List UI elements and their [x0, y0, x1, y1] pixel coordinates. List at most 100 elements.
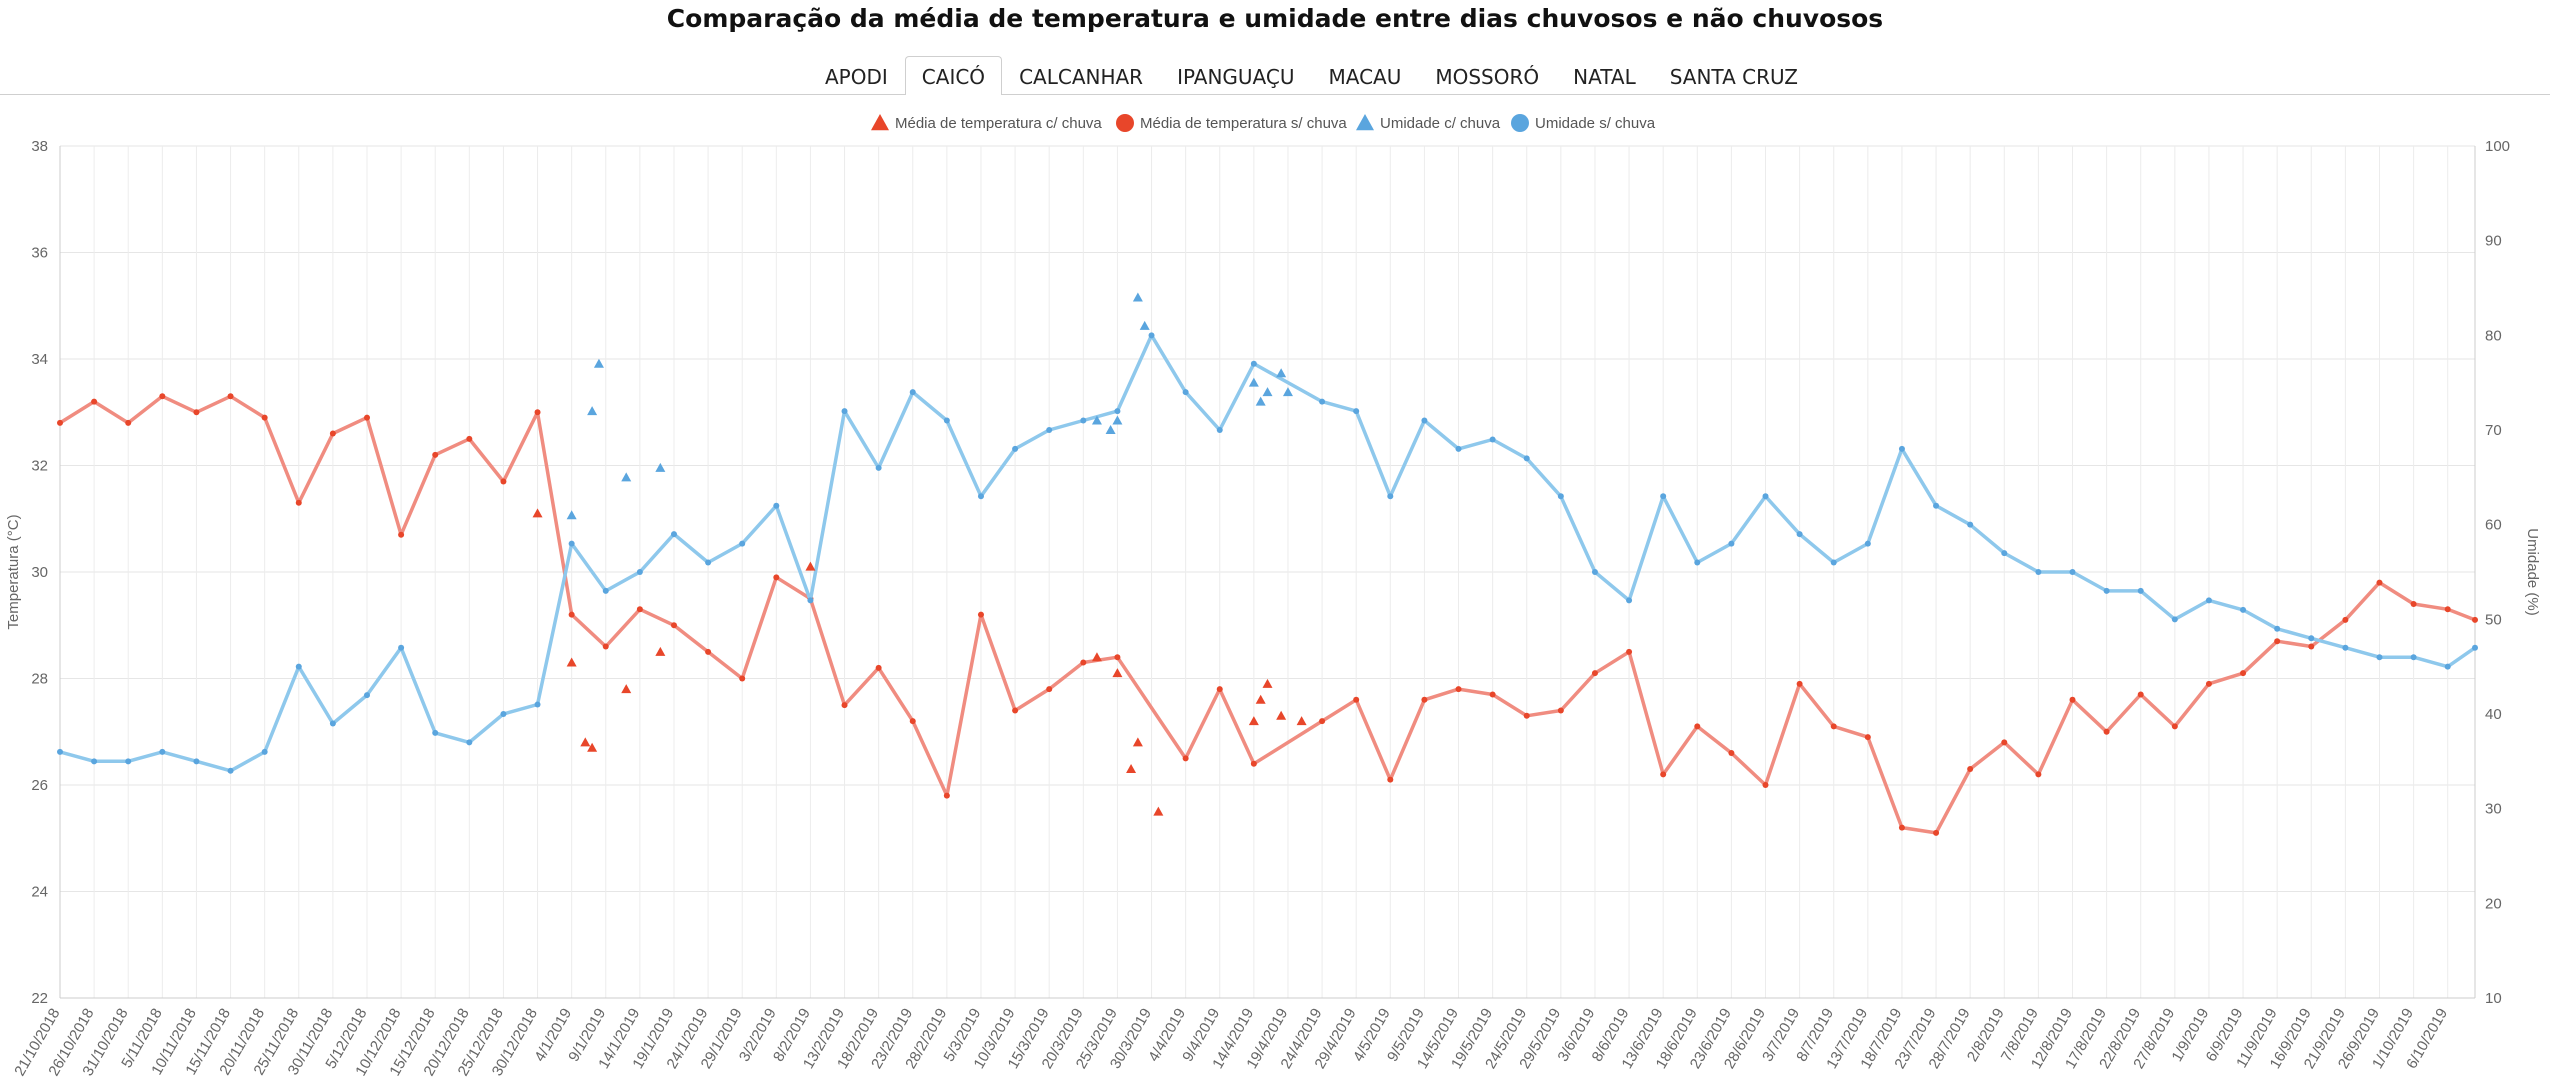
- point-media-de-temperatura-c-chuva: [1126, 764, 1137, 774]
- point-umidade-s-chuva: [2171, 616, 2178, 623]
- series-line-media-de-temperatura-s-chuva: [59, 394, 2476, 835]
- legend-entry: Média de temperatura s/ chuva: [1140, 115, 1347, 132]
- point-umidade-s-chuva: [2240, 606, 2247, 613]
- tab-macau[interactable]: MACAU: [1328, 65, 1402, 89]
- point-media-de-temperatura-s-chuva: [2171, 723, 2178, 730]
- point-media-de-temperatura-s-chuva: [1864, 734, 1871, 741]
- point-media-de-temperatura-s-chuva: [466, 435, 473, 442]
- y-left-tick-label: 38: [31, 138, 48, 155]
- point-umidade-s-chuva: [2472, 644, 2478, 651]
- point-media-de-temperatura-s-chuva: [2103, 728, 2110, 735]
- point-umidade-s-chuva: [2274, 625, 2281, 632]
- tab-ipanguaçu[interactable]: IPANGUAÇU: [1177, 65, 1295, 89]
- point-umidade-s-chuva: [568, 540, 575, 547]
- point-media-de-temperatura-s-chuva: [909, 718, 916, 725]
- point-umidade-s-chuva: [705, 559, 712, 566]
- point-umidade-s-chuva: [1421, 417, 1428, 424]
- point-umidade-s-chuva: [2137, 587, 2144, 594]
- point-media-de-temperatura-s-chuva: [500, 478, 507, 485]
- point-media-de-temperatura-s-chuva: [2274, 638, 2281, 645]
- point-media-de-temperatura-s-chuva: [2308, 643, 2315, 650]
- point-umidade-s-chuva: [1728, 540, 1735, 547]
- point-media-de-temperatura-s-chuva: [91, 398, 98, 405]
- point-umidade-s-chuva: [1216, 427, 1223, 433]
- station-tabs: APODI CAICÓ CALCANHAR IPANGUAÇU MACAU MOSSORÓ…: [808, 56, 1815, 95]
- point-media-de-temperatura-s-chuva: [2410, 600, 2417, 607]
- point-media-de-temperatura-s-chuva: [1694, 723, 1701, 730]
- y-left-tick-label: 22: [31, 990, 48, 1007]
- point-media-de-temperatura-s-chuva: [261, 414, 268, 421]
- legend-entry: Umidade s/ chuva: [1535, 115, 1656, 132]
- point-umidade-s-chuva: [1455, 445, 1462, 452]
- point-media-de-temperatura-s-chuva: [670, 622, 677, 629]
- point-umidade-s-chuva: [1967, 521, 1974, 528]
- point-media-de-temperatura-s-chuva: [1591, 670, 1598, 677]
- point-umidade-s-chuva: [1626, 597, 1633, 604]
- point-media-de-temperatura-s-chuva: [1830, 723, 1837, 730]
- point-media-de-temperatura-s-chuva: [159, 393, 166, 400]
- point-media-de-temperatura-s-chuva: [1216, 686, 1223, 693]
- point-umidade-s-chuva: [2103, 587, 2110, 594]
- point-media-de-temperatura-s-chuva: [534, 409, 541, 416]
- point-media-de-temperatura-c-chuva: [532, 508, 543, 518]
- point-media-de-temperatura-s-chuva: [1728, 750, 1735, 757]
- point-umidade-s-chuva: [1898, 445, 1905, 452]
- tab-mossoró[interactable]: MOSSORÓ: [1435, 65, 1540, 89]
- point-umidade-c-chuva: [566, 510, 577, 520]
- point-media-de-temperatura-s-chuva: [602, 643, 609, 650]
- point-umidade-s-chuva: [841, 408, 848, 415]
- point-media-de-temperatura-s-chuva: [1114, 654, 1121, 661]
- point-media-de-temperatura-s-chuva: [57, 419, 63, 426]
- point-media-de-temperatura-c-chuva: [1091, 652, 1102, 662]
- y-right-tick-label: 90: [2485, 233, 2502, 250]
- point-umidade-s-chuva: [1591, 569, 1598, 575]
- point-umidade-s-chuva: [1250, 360, 1257, 367]
- point-umidade-s-chuva: [602, 587, 609, 594]
- point-umidade-s-chuva: [534, 701, 541, 708]
- point-umidade-s-chuva: [670, 531, 677, 538]
- point-umidade-s-chuva: [2205, 597, 2212, 604]
- y-left-tick-label: 26: [31, 777, 48, 794]
- point-media-de-temperatura-s-chuva: [2376, 579, 2383, 586]
- point-umidade-s-chuva: [943, 417, 950, 424]
- point-umidade-c-chuva: [1262, 387, 1273, 397]
- point-umidade-c-chuva: [1112, 415, 1123, 425]
- point-media-de-temperatura-c-chuva: [805, 561, 816, 571]
- point-media-de-temperatura-s-chuva: [636, 606, 643, 613]
- tab-calcanhar[interactable]: CALCANHAR: [1019, 65, 1144, 89]
- point-umidade-c-chuva: [1132, 292, 1143, 302]
- point-umidade-s-chuva: [875, 464, 882, 471]
- point-umidade-s-chuva: [1830, 559, 1837, 566]
- point-umidade-s-chuva: [2069, 569, 2076, 575]
- point-umidade-c-chuva: [1276, 368, 1287, 378]
- tab-santa-cruz[interactable]: SANTA CRUZ: [1669, 65, 1798, 89]
- point-media-de-temperatura-s-chuva: [568, 611, 575, 618]
- point-umidade-s-chuva: [1080, 417, 1087, 424]
- point-media-de-temperatura-c-chuva: [621, 684, 632, 694]
- point-umidade-c-chuva: [1282, 387, 1293, 397]
- point-media-de-temperatura-c-chuva: [1248, 716, 1259, 726]
- point-umidade-s-chuva: [1353, 408, 1360, 415]
- temperature-humidity-chart: 2224262830323436381020304050607080901002…: [5, 114, 2541, 1079]
- tab-caicó[interactable]: CAICÓ: [904, 56, 1003, 95]
- tab-natal[interactable]: NATAL: [1573, 65, 1636, 89]
- point-media-de-temperatura-s-chuva: [2472, 616, 2478, 623]
- point-umidade-s-chuva: [1387, 493, 1394, 500]
- point-umidade-s-chuva: [1762, 493, 1769, 500]
- y-right-tick-label: 40: [2485, 706, 2502, 723]
- point-umidade-s-chuva: [500, 711, 507, 717]
- point-umidade-s-chuva: [1557, 493, 1564, 500]
- point-umidade-s-chuva: [2308, 635, 2315, 642]
- y-left-tick-label: 28: [31, 671, 48, 688]
- point-media-de-temperatura-s-chuva: [875, 664, 882, 671]
- point-media-de-temperatura-s-chuva: [943, 792, 950, 799]
- point-umidade-c-chuva: [1091, 415, 1102, 425]
- point-umidade-s-chuva: [1012, 445, 1019, 452]
- point-media-de-temperatura-s-chuva: [1455, 686, 1462, 693]
- point-umidade-s-chuva: [807, 597, 814, 604]
- point-media-de-temperatura-s-chuva: [977, 611, 984, 618]
- point-umidade-s-chuva: [2410, 654, 2417, 661]
- point-media-de-temperatura-s-chuva: [1898, 824, 1905, 831]
- y-right-tick-label: 100: [2485, 138, 2510, 155]
- tab-apodi[interactable]: APODI: [825, 65, 888, 89]
